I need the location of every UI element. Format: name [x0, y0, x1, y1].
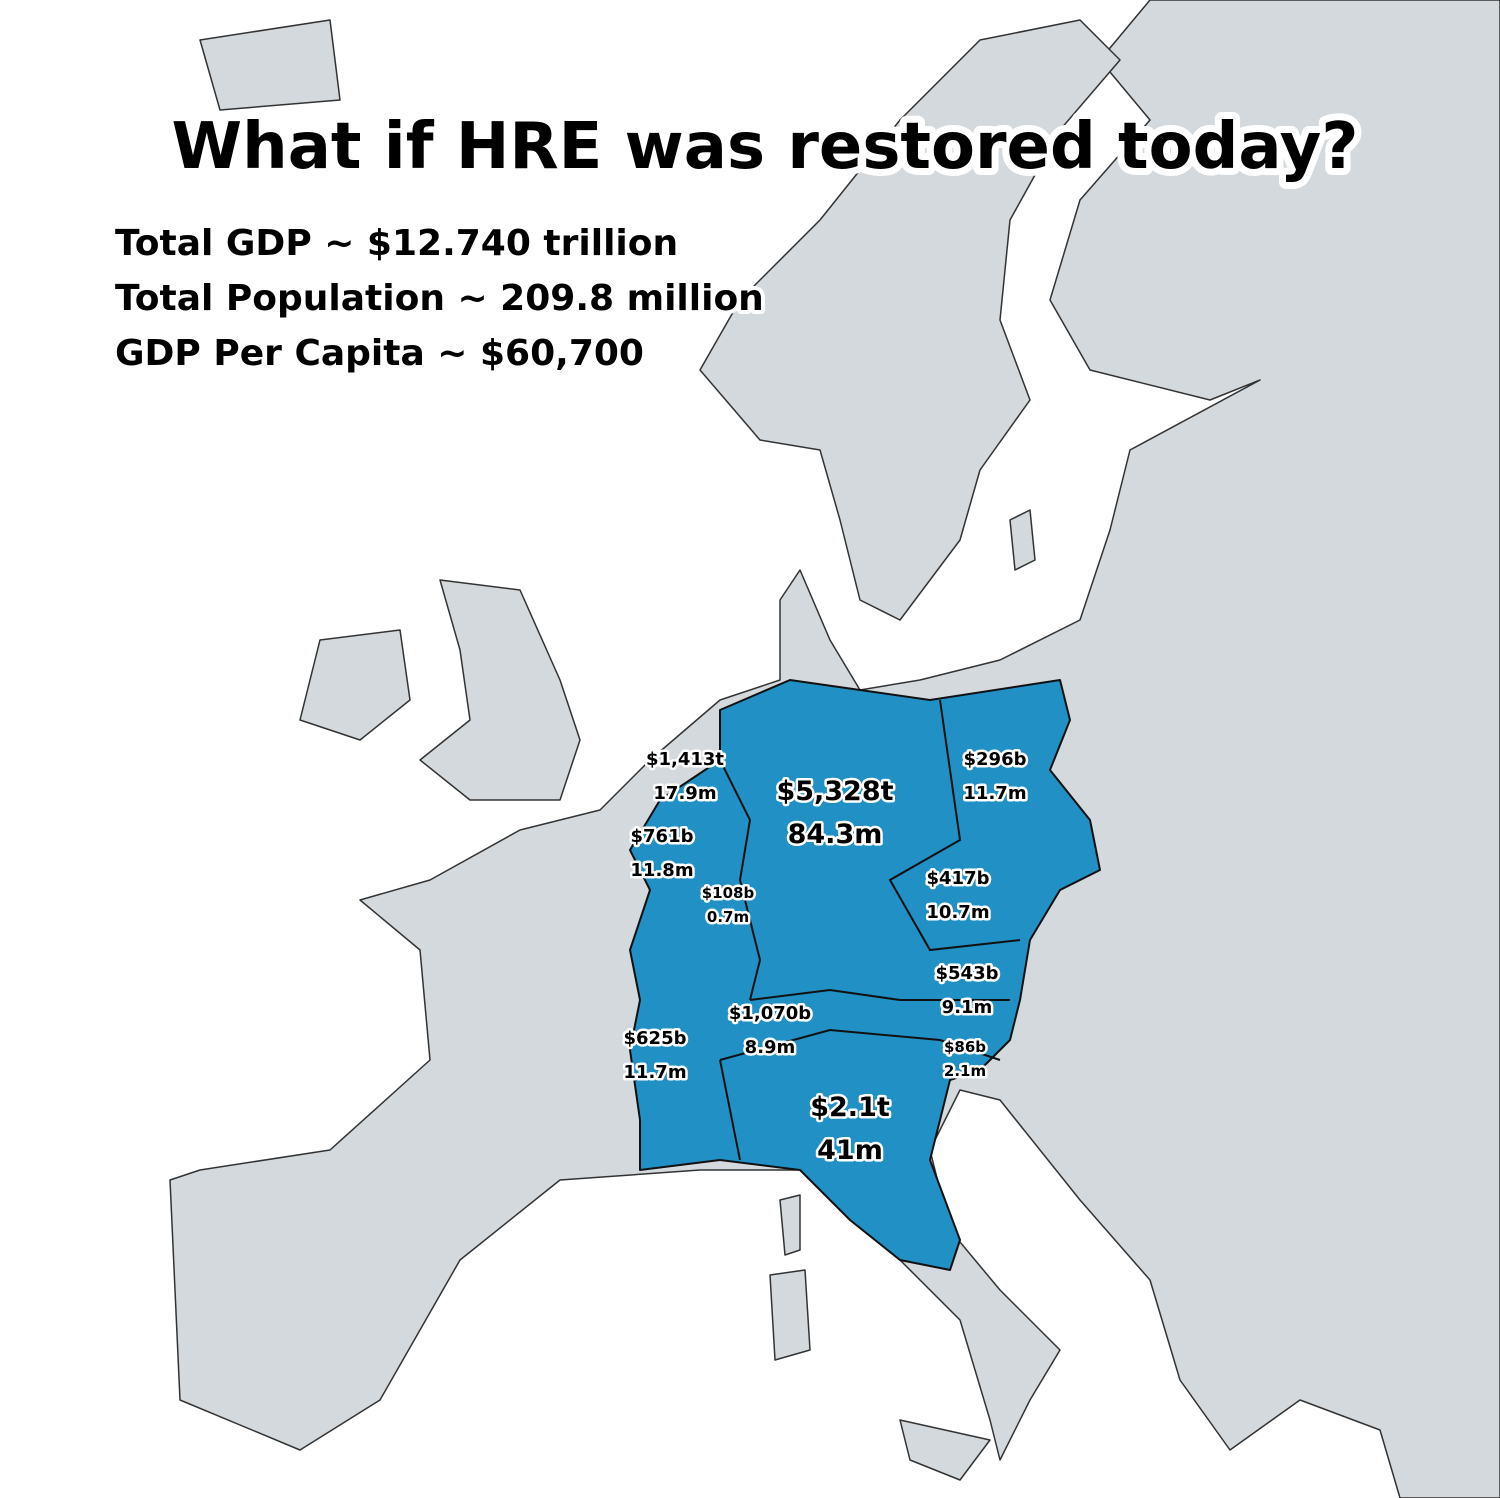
region-gdp: $2.1t: [810, 1092, 890, 1123]
region-gdp: $761b: [631, 826, 694, 847]
region-gdp: $1,413t: [646, 749, 724, 770]
region-population: 2.1m: [944, 1062, 986, 1080]
region-population: 84.3m: [788, 819, 883, 850]
region-population: 10.7m: [926, 902, 989, 923]
ireland: [299, 629, 411, 741]
border: [719, 1059, 741, 1161]
title: What if HRE was restored today?: [172, 110, 1359, 184]
border: [749, 988, 1010, 1001]
region-population: 41m: [817, 1135, 883, 1166]
border: [888, 699, 1021, 952]
sardinia: [769, 1269, 811, 1361]
region-gdp: $108b: [702, 884, 755, 902]
region-labels: $1,413t 17.9m $5,328t 84.3m $296b 11.7m $761b 1…: [621, 747, 1029, 1169]
region-gdp: $417b: [927, 868, 990, 889]
gotland: [1009, 509, 1036, 571]
region-population: 17.9m: [653, 783, 716, 804]
hre-borders: [719, 699, 1021, 1161]
region-gdp: $625b: [624, 1028, 687, 1049]
region-gdp: $1,070b: [729, 1003, 811, 1024]
region-gdp: $5,328t: [776, 776, 893, 807]
region-population: 11.7m: [963, 783, 1026, 804]
region-population: 11.8m: [630, 860, 693, 881]
sicily: [899, 1419, 991, 1481]
region-gdp: $86b: [944, 1038, 986, 1056]
region-gdp: $543b: [936, 963, 999, 984]
scandinavia: [699, 19, 1121, 621]
region-gdp: $296b: [964, 749, 1027, 770]
stat: Total Population ~ 209.8 million: [115, 278, 764, 319]
great-britain: [419, 579, 581, 801]
stat: GDP Per Capita ~ $60,700: [115, 333, 644, 374]
region-population: 0.7m: [707, 908, 749, 926]
region-population: 8.9m: [745, 1037, 796, 1058]
iceland: [199, 19, 341, 111]
stat: Total GDP ~ $12.740 trillion: [115, 223, 678, 264]
region-population: 9.1m: [942, 997, 993, 1018]
border: [719, 759, 762, 1001]
region-population: 11.7m: [623, 1062, 686, 1083]
border: [719, 1028, 1001, 1061]
hre-area: [629, 679, 1101, 1271]
corsica: [779, 1194, 801, 1256]
